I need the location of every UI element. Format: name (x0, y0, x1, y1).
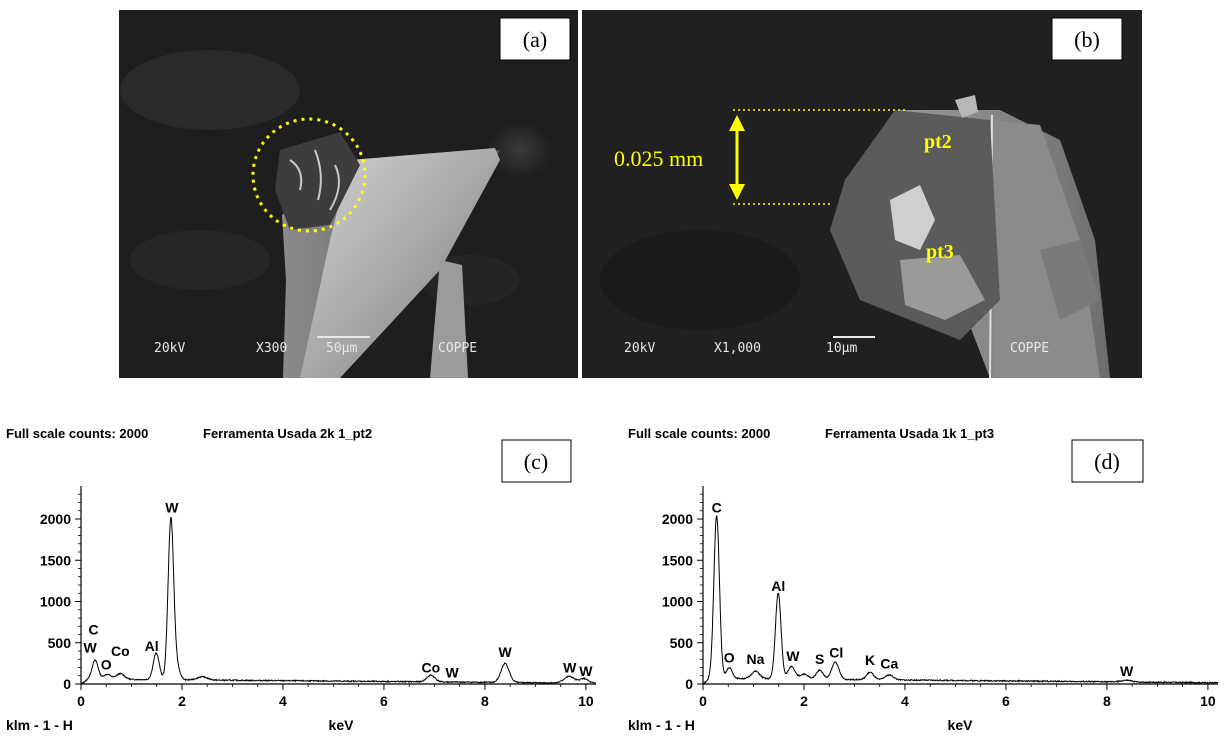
spectrum-c-header-left: Full scale counts: 2000 (6, 426, 148, 441)
sem-a-lab-name: COPPE (438, 341, 477, 356)
spectrum-c-trace (80, 516, 597, 685)
y-tick-label: 2000 (40, 511, 71, 527)
sem-a-scale-label: 50µm (326, 341, 357, 356)
spectrum-c-header-right: Ferramenta Usada 2k 1_pt2 (203, 426, 372, 441)
x-tick-label: 10 (578, 693, 594, 709)
point-label-pt3: pt3 (926, 241, 954, 263)
peak-label: Al (145, 638, 159, 654)
peak-label: W (563, 659, 577, 675)
peak-label: Ca (880, 655, 898, 671)
peak-label: O (724, 650, 735, 666)
peak-label: W (445, 664, 459, 680)
y-tick-label: 1500 (40, 552, 71, 568)
sem-image-b-chip (890, 185, 935, 250)
sem-b-lab-name: COPPE (1010, 341, 1049, 356)
x-tick-label: 8 (481, 693, 489, 709)
peak-label: W (165, 499, 179, 515)
point-label-pt2: pt2 (924, 131, 952, 153)
x-tick-label: 8 (1103, 693, 1111, 709)
x-tick-label: 6 (380, 693, 388, 709)
sem-image-b-texture (600, 230, 800, 330)
sem-image-b-deposit (900, 255, 985, 320)
y-tick-label: 0 (685, 676, 693, 692)
spectrum-d-trace (702, 515, 1219, 685)
peak-label: W (83, 640, 97, 656)
sem-image-a-worn-tip (275, 132, 360, 230)
panel-label-d: (d) (1094, 449, 1120, 474)
sem-image-a-texture (130, 230, 270, 290)
panel-label-box-c (501, 439, 572, 483)
sem-image-a-wear-region-marker (251, 117, 367, 233)
peak-label: O (101, 657, 112, 673)
peak-label: Al (771, 578, 785, 594)
panel-label-a: (a) (523, 27, 547, 52)
panel-label-c: (c) (524, 449, 548, 474)
peak-label: W (579, 663, 593, 679)
y-tick-label: 2000 (662, 511, 693, 527)
x-tick-label: 2 (800, 693, 808, 709)
peak-label: Co (422, 659, 441, 675)
sem-image-b-debris (1040, 240, 1100, 320)
sem-b-voltage: 20kV (624, 341, 655, 356)
sem-image-a-tool-face (300, 148, 500, 378)
eds-spectrum-c: Full scale counts: 2000 Ferramenta Usada… (6, 426, 597, 733)
x-tick-label: 0 (77, 693, 85, 709)
panel-label-box-b (1051, 17, 1123, 61)
spectrum-d-header-left: Full scale counts: 2000 (628, 426, 770, 441)
sem-image-a-texture (120, 50, 300, 130)
sem-b-magnification: X1,000 (714, 341, 761, 356)
peak-label: Cl (829, 645, 843, 661)
x-tick-label: 0 (699, 693, 707, 709)
sem-panel-b: 0.025 mm pt2 pt3 20kV X1,000 10µm COPPE … (582, 10, 1142, 379)
sem-image-a-tool-lower-edge (430, 260, 468, 378)
panel-label-box-a (499, 17, 571, 61)
dimension-label: 0.025 mm (614, 146, 703, 171)
sem-a-magnification: X300 (256, 341, 287, 356)
spectrum-d-xlabel: keV (948, 717, 974, 733)
peak-label: W (786, 648, 800, 664)
peak-label: C (89, 622, 99, 638)
x-tick-label: 6 (1002, 693, 1010, 709)
sem-a-voltage: 20kV (154, 341, 185, 356)
dimension-arrowhead-top (729, 115, 745, 131)
panel-label-box-d (1071, 439, 1144, 483)
x-tick-label: 4 (279, 693, 287, 709)
spectrum-c-bottom-left: klm - 1 - H (6, 717, 73, 733)
y-tick-label: 500 (48, 635, 72, 651)
spectrum-c-xlabel: keV (329, 717, 355, 733)
sem-image-b-debris (955, 95, 978, 118)
dimension-arrowhead-bottom (729, 184, 745, 200)
sem-panel-a: 20kV X300 50µm COPPE (a) (119, 10, 578, 378)
peak-label: Na (747, 651, 765, 667)
peak-label: W (499, 644, 513, 660)
y-tick-label: 500 (670, 635, 694, 651)
spectrum-d-header-right: Ferramenta Usada 1k 1_pt3 (825, 426, 994, 441)
peak-label: W (1120, 663, 1134, 679)
y-tick-label: 1000 (662, 594, 693, 610)
sem-image-a-wear-texture (289, 149, 340, 211)
eds-spectrum-d: Full scale counts: 2000 Ferramenta Usada… (628, 426, 1219, 733)
y-tick-label: 1000 (40, 594, 71, 610)
sem-image-a-texture (485, 120, 555, 180)
y-tick-label: 0 (63, 676, 71, 692)
y-tick-label: 1500 (662, 552, 693, 568)
x-tick-label: 4 (901, 693, 909, 709)
peak-label: Co (111, 643, 130, 659)
panel-label-b: (b) (1074, 27, 1100, 52)
x-tick-label: 10 (1200, 693, 1216, 709)
spectrum-d-bottom-left: klm - 1 - H (628, 717, 695, 733)
peak-label: K (865, 652, 875, 668)
peak-label: C (712, 499, 722, 515)
peak-label: S (815, 651, 824, 667)
sem-b-scale-label: 10µm (826, 341, 857, 356)
x-tick-label: 2 (178, 693, 186, 709)
